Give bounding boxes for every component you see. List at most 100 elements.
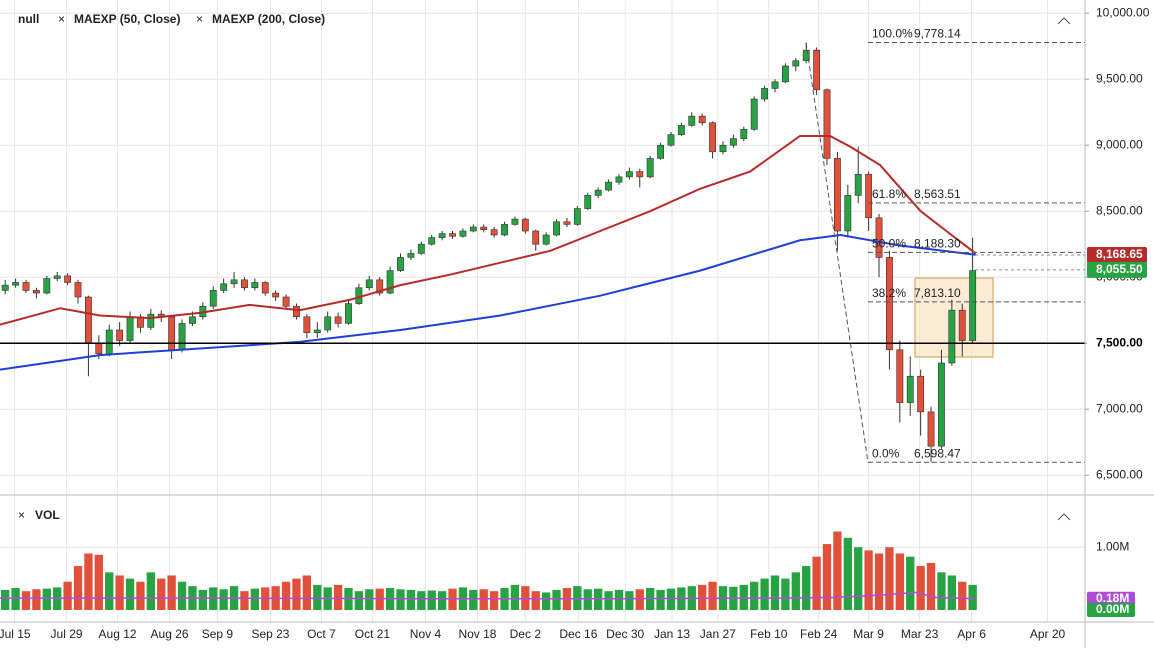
candle-body bbox=[813, 49, 821, 91]
x-tick-label: Jan 27 bbox=[700, 627, 736, 641]
x-tick-label: Jan 13 bbox=[654, 627, 690, 641]
candle-body bbox=[865, 173, 873, 219]
volume-bar bbox=[417, 591, 426, 610]
candle-body bbox=[958, 309, 966, 341]
candle-body bbox=[334, 316, 342, 324]
candle-body bbox=[761, 88, 769, 100]
volume-bar bbox=[73, 566, 83, 610]
volume-bar bbox=[146, 572, 155, 610]
volume-bar bbox=[968, 584, 977, 610]
x-tick-label: Feb 24 bbox=[800, 627, 838, 641]
candle-body bbox=[22, 282, 30, 291]
volume-bar bbox=[281, 581, 291, 610]
candle-body bbox=[844, 195, 852, 232]
collapse-button[interactable] bbox=[1057, 513, 1071, 521]
candle-body bbox=[303, 316, 311, 333]
volume-bar bbox=[125, 578, 135, 610]
candle-body bbox=[417, 243, 425, 254]
x-tick-label: Dec 2 bbox=[510, 627, 542, 641]
candle-body bbox=[573, 208, 581, 225]
volume-bar bbox=[42, 588, 51, 610]
volume-bar bbox=[84, 553, 93, 610]
candle-body bbox=[553, 221, 560, 236]
remove-icon[interactable]: × bbox=[196, 12, 203, 26]
volume-bar bbox=[94, 554, 103, 610]
volume-bar bbox=[833, 531, 842, 610]
candle-body bbox=[771, 81, 779, 89]
volume-bar bbox=[115, 575, 124, 610]
y-tick-label: 1.00M bbox=[1096, 539, 1129, 553]
volume-bar bbox=[136, 581, 145, 610]
volume-bar bbox=[760, 578, 769, 610]
candle-body bbox=[449, 233, 456, 237]
candle-body bbox=[542, 234, 550, 245]
volume-bar bbox=[854, 547, 863, 610]
x-tick-label: Aug 26 bbox=[151, 627, 189, 641]
candle-body bbox=[105, 329, 113, 355]
candle-body bbox=[646, 158, 654, 178]
volume-bar bbox=[864, 550, 873, 610]
x-tick-label: Dec 16 bbox=[559, 627, 597, 641]
y-tick-label: 6,500.00 bbox=[1096, 467, 1143, 481]
fib-ratio: 0.0% bbox=[872, 446, 900, 460]
candle-body bbox=[501, 224, 508, 236]
volume-bar bbox=[656, 589, 665, 610]
volume-bar bbox=[739, 584, 748, 610]
candle-body bbox=[886, 257, 893, 351]
volume-bar bbox=[302, 575, 312, 610]
volume-bar bbox=[21, 591, 31, 610]
volume-bar bbox=[604, 591, 613, 610]
candle-body bbox=[719, 144, 727, 153]
price-marker-label: 8,055.50 bbox=[1096, 262, 1143, 276]
volume-bar bbox=[396, 589, 405, 610]
x-tick-label: Jul 15 bbox=[0, 627, 31, 641]
volume-bar bbox=[698, 584, 707, 610]
candle-body bbox=[667, 134, 675, 146]
volume-bar bbox=[750, 581, 759, 610]
fib-value: 8,188.30 bbox=[914, 237, 961, 251]
candle-body bbox=[230, 279, 238, 285]
candle-body bbox=[469, 226, 477, 232]
fib-trend bbox=[805, 42, 869, 463]
volume-bar bbox=[167, 575, 176, 610]
volume-bar bbox=[32, 589, 41, 610]
candle-body bbox=[480, 226, 488, 230]
candle-body bbox=[438, 233, 446, 238]
candle-body bbox=[875, 217, 883, 258]
volume-bar bbox=[63, 581, 72, 610]
candle-body bbox=[938, 362, 945, 447]
fib-ratio: 50.0% bbox=[872, 237, 906, 251]
volume-bar bbox=[708, 581, 717, 610]
candle-body bbox=[698, 115, 706, 124]
candle-body bbox=[313, 329, 321, 333]
candle-body bbox=[116, 329, 124, 341]
legend-entry[interactable]: MAEXP (50, Close) bbox=[74, 12, 180, 26]
candle-body bbox=[906, 375, 914, 403]
candle-body bbox=[251, 282, 259, 289]
y-tick-label: 9,500.00 bbox=[1096, 71, 1143, 85]
candle-body bbox=[511, 218, 519, 225]
candle-body bbox=[854, 173, 862, 196]
x-tick-label: Sep 9 bbox=[202, 627, 234, 641]
remove-icon[interactable]: × bbox=[18, 508, 25, 522]
x-tick-label: Dec 30 bbox=[606, 627, 644, 641]
x-tick-label: Apr 20 bbox=[1030, 627, 1066, 641]
collapse-button[interactable] bbox=[1057, 17, 1071, 25]
remove-icon[interactable]: × bbox=[58, 12, 65, 26]
price-marker-label: 7,500.00 bbox=[1096, 335, 1143, 349]
candle-body bbox=[605, 181, 612, 191]
legend-entry[interactable]: MAEXP (200, Close) bbox=[212, 12, 325, 26]
volume-bar bbox=[313, 584, 322, 610]
y-tick-label: 9,000.00 bbox=[1096, 137, 1143, 151]
candle-body bbox=[521, 218, 529, 232]
candle-body bbox=[625, 171, 633, 178]
volume-bar bbox=[843, 537, 852, 610]
fib-value: 8,563.51 bbox=[914, 187, 961, 201]
volume-bar bbox=[354, 591, 364, 610]
volume-bar bbox=[937, 572, 946, 610]
volume-bar bbox=[958, 581, 967, 610]
candle-body bbox=[709, 122, 717, 153]
candle-body bbox=[95, 342, 103, 355]
volume-bar bbox=[11, 588, 20, 610]
candle-body bbox=[189, 316, 196, 324]
